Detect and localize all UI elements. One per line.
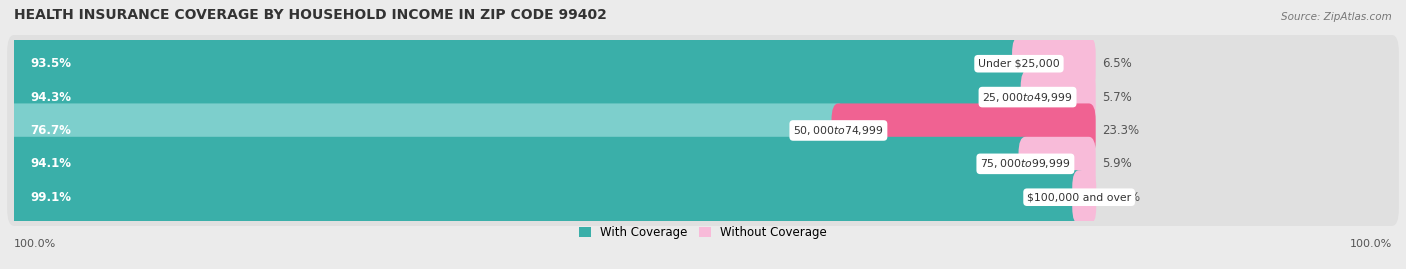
Text: 100.0%: 100.0%: [14, 239, 56, 249]
FancyBboxPatch shape: [7, 35, 1399, 93]
FancyBboxPatch shape: [1073, 170, 1097, 224]
Text: 94.1%: 94.1%: [31, 157, 72, 170]
FancyBboxPatch shape: [7, 37, 1026, 91]
Text: 100.0%: 100.0%: [1350, 239, 1392, 249]
FancyBboxPatch shape: [1012, 37, 1095, 91]
FancyBboxPatch shape: [831, 104, 1095, 158]
FancyBboxPatch shape: [7, 168, 1399, 226]
Text: $100,000 and over: $100,000 and over: [1026, 192, 1132, 202]
Legend: With Coverage, Without Coverage: With Coverage, Without Coverage: [574, 221, 832, 243]
Text: 99.1%: 99.1%: [31, 191, 72, 204]
Text: 23.3%: 23.3%: [1102, 124, 1140, 137]
Text: 94.3%: 94.3%: [31, 91, 72, 104]
FancyBboxPatch shape: [7, 68, 1399, 126]
Text: 5.9%: 5.9%: [1102, 157, 1132, 170]
FancyBboxPatch shape: [7, 104, 845, 158]
FancyBboxPatch shape: [7, 170, 1085, 224]
Text: 6.5%: 6.5%: [1102, 57, 1132, 70]
FancyBboxPatch shape: [7, 70, 1035, 124]
FancyBboxPatch shape: [7, 137, 1032, 191]
Text: 76.7%: 76.7%: [31, 124, 72, 137]
Text: 93.5%: 93.5%: [31, 57, 72, 70]
FancyBboxPatch shape: [1021, 70, 1095, 124]
Text: $50,000 to $74,999: $50,000 to $74,999: [793, 124, 883, 137]
Text: $75,000 to $99,999: $75,000 to $99,999: [980, 157, 1070, 170]
FancyBboxPatch shape: [7, 102, 1399, 159]
Text: 0.95%: 0.95%: [1104, 191, 1140, 204]
Text: 5.7%: 5.7%: [1102, 91, 1132, 104]
FancyBboxPatch shape: [7, 135, 1399, 193]
Text: HEALTH INSURANCE COVERAGE BY HOUSEHOLD INCOME IN ZIP CODE 99402: HEALTH INSURANCE COVERAGE BY HOUSEHOLD I…: [14, 8, 607, 22]
Text: Under $25,000: Under $25,000: [979, 59, 1060, 69]
FancyBboxPatch shape: [1018, 137, 1095, 191]
Text: Source: ZipAtlas.com: Source: ZipAtlas.com: [1281, 12, 1392, 22]
Text: $25,000 to $49,999: $25,000 to $49,999: [983, 91, 1073, 104]
